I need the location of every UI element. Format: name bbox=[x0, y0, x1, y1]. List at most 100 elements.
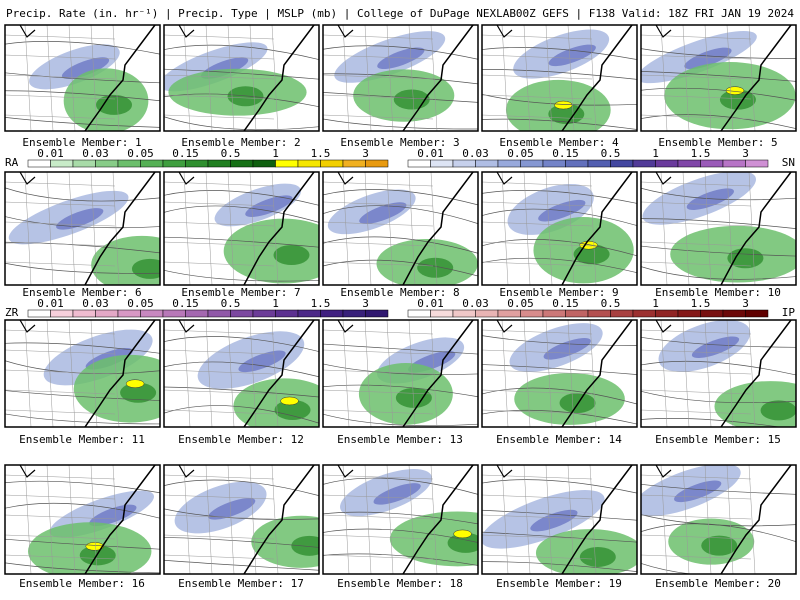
member-label: Ensemble Member: 7 bbox=[181, 286, 300, 299]
state-line bbox=[5, 349, 116, 355]
legend-swatch bbox=[542, 309, 566, 318]
state-line bbox=[271, 172, 279, 285]
rain-core bbox=[96, 94, 133, 115]
state-line bbox=[164, 409, 275, 415]
legend-swatch bbox=[587, 159, 611, 168]
isobar bbox=[164, 93, 319, 108]
lake bbox=[19, 172, 36, 185]
legend-swatch bbox=[610, 159, 634, 168]
legend-tick-label: 0.03 bbox=[82, 147, 109, 160]
member-label: Ensemble Member: 14 bbox=[496, 433, 622, 446]
state-line bbox=[660, 172, 668, 285]
legend-code: ZR bbox=[5, 306, 19, 319]
state-line bbox=[323, 94, 434, 100]
isobar bbox=[164, 537, 319, 548]
state-line bbox=[205, 25, 213, 131]
panel-border bbox=[322, 464, 479, 575]
state-line bbox=[164, 389, 275, 395]
state-line bbox=[641, 494, 752, 500]
legend-swatch bbox=[655, 159, 679, 168]
legend-code: IP bbox=[782, 306, 796, 319]
isobar bbox=[641, 48, 796, 59]
coastline bbox=[402, 172, 474, 285]
state-line bbox=[682, 320, 690, 427]
rain-core bbox=[548, 104, 585, 125]
state-line bbox=[5, 54, 116, 60]
legend-swatch bbox=[230, 159, 254, 168]
state-line bbox=[323, 74, 434, 80]
state-line bbox=[271, 465, 279, 574]
member-label: Ensemble Member: 19 bbox=[496, 577, 622, 590]
state-line bbox=[641, 409, 752, 415]
legend-tick-label: 0.15 bbox=[552, 147, 579, 160]
state-line bbox=[164, 181, 275, 187]
heavy-rain bbox=[554, 100, 573, 110]
lake bbox=[178, 172, 195, 185]
state-line bbox=[523, 465, 531, 574]
snow-core bbox=[359, 202, 407, 224]
state-line bbox=[523, 172, 531, 285]
legend-tick-label: 1 bbox=[272, 147, 279, 160]
legend-swatch bbox=[320, 159, 344, 168]
isobar bbox=[641, 218, 796, 229]
state-line bbox=[704, 465, 712, 574]
state-line bbox=[249, 320, 257, 427]
legend-swatch bbox=[565, 309, 589, 318]
map-panel bbox=[164, 25, 319, 131]
state-line bbox=[408, 172, 416, 285]
panel-border bbox=[4, 464, 161, 575]
map-panel bbox=[164, 320, 319, 427]
state-line bbox=[748, 25, 756, 131]
state-line bbox=[641, 54, 752, 60]
member-label: Ensemble Member: 3 bbox=[340, 136, 459, 149]
legend-tick-label: 0.05 bbox=[127, 297, 154, 310]
state-line bbox=[748, 320, 756, 427]
lake bbox=[337, 172, 354, 185]
isobar bbox=[323, 384, 478, 398]
map-panel bbox=[323, 465, 478, 574]
map-panel bbox=[482, 25, 637, 131]
state-line bbox=[567, 320, 575, 427]
header-left: Precip. Rate (in. hr⁻¹) | Precip. Type |… bbox=[6, 7, 516, 20]
lake bbox=[337, 465, 354, 478]
isobar bbox=[5, 262, 160, 274]
legend-swatch bbox=[565, 159, 589, 168]
state-line bbox=[90, 172, 98, 285]
snow-core bbox=[686, 188, 734, 210]
member-label: Ensemble Member: 13 bbox=[337, 433, 463, 446]
state-line bbox=[660, 25, 668, 131]
state-line bbox=[112, 465, 120, 574]
state-line bbox=[164, 201, 275, 207]
member-label: Ensemble Member: 1 bbox=[22, 136, 141, 149]
coastline bbox=[561, 172, 633, 285]
legend-swatch bbox=[497, 309, 521, 318]
state-line bbox=[682, 465, 690, 574]
state-line bbox=[641, 114, 752, 120]
coastline bbox=[402, 320, 474, 427]
heavy-rain bbox=[125, 379, 145, 388]
isobar bbox=[164, 190, 319, 206]
legend-tick-label: 0.05 bbox=[507, 147, 534, 160]
state-line bbox=[46, 25, 54, 131]
legend-swatch bbox=[407, 159, 431, 168]
state-line bbox=[641, 329, 752, 335]
map-panel bbox=[5, 465, 160, 574]
legend-tick-label: 1.5 bbox=[311, 297, 331, 310]
legend-swatch bbox=[610, 309, 634, 318]
state-line bbox=[482, 409, 593, 415]
coastline bbox=[84, 465, 156, 574]
isobar bbox=[482, 94, 637, 106]
legend-swatch bbox=[475, 309, 499, 318]
coastline bbox=[561, 465, 633, 574]
panel-border bbox=[4, 171, 161, 286]
state-line bbox=[5, 34, 116, 40]
state-line bbox=[386, 172, 394, 285]
legend-tick-label: 0.01 bbox=[417, 147, 444, 160]
panel-border bbox=[481, 24, 638, 132]
state-line bbox=[323, 114, 434, 120]
isobar bbox=[5, 41, 160, 55]
state-line bbox=[704, 25, 712, 131]
state-line bbox=[5, 554, 116, 560]
state-line bbox=[227, 320, 235, 427]
legend-tick-label: 3 bbox=[362, 147, 369, 160]
